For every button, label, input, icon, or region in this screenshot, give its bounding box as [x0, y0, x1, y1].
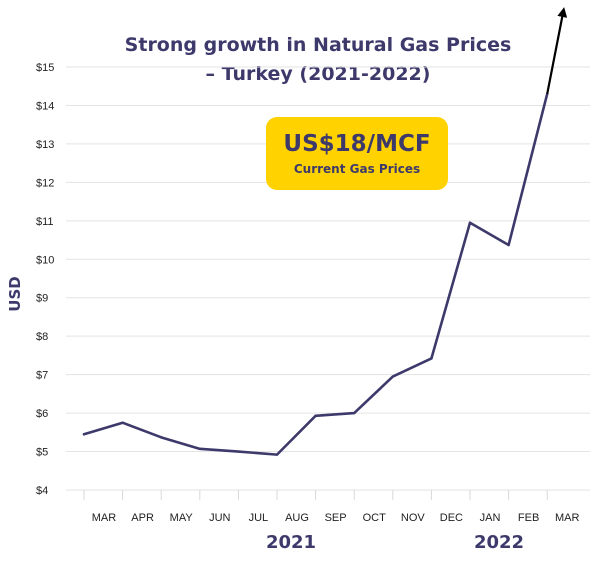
x-tick-label: MAY: [170, 512, 194, 524]
callout-price: US$18/MCF: [283, 131, 430, 157]
y-axis-label: USD: [6, 276, 24, 311]
data-point: [391, 375, 394, 378]
y-tick-label: $10: [36, 254, 54, 266]
data-point: [160, 436, 163, 439]
callout-subtitle: Current Gas Prices: [294, 162, 420, 176]
x-tick-label: DEC: [440, 512, 463, 524]
gridlines: [66, 66, 590, 500]
data-point: [507, 243, 510, 247]
y-tick-label: $14: [36, 100, 54, 112]
x-tick-label: MAR: [555, 512, 580, 524]
y-tick-label: $6: [36, 408, 48, 420]
data-point: [121, 421, 124, 424]
year-label-2022: 2022: [474, 532, 524, 553]
y-tick-label: $7: [36, 370, 48, 382]
data-point: [430, 357, 433, 360]
y-tick-label: $11: [36, 216, 54, 228]
x-tick-label: FEB: [518, 512, 539, 524]
x-tick-label: APR: [131, 512, 154, 524]
data-point: [468, 221, 472, 224]
y-tick-labels: $4 $5 $6 $7 $8 $9 $10 $11 $12 $13 $14 $15: [36, 62, 54, 497]
trend-continuation-arrow: [546, 7, 568, 95]
x-tick-label: AUG: [285, 512, 309, 524]
year-label-2021: 2021: [266, 532, 316, 553]
x-tick-label: OCT: [363, 512, 387, 524]
y-tick-label: $15: [36, 62, 54, 74]
chart-title-line-2: – Turkey (2021-2022): [206, 63, 431, 85]
y-tick-label: $9: [36, 293, 48, 305]
y-tick-label: $4: [36, 485, 48, 497]
y-tick-label: $8: [36, 331, 48, 343]
x-tick-label: JUN: [209, 512, 230, 524]
x-tick-label: NOV: [401, 512, 426, 524]
chart-title-line-1: Strong growth in Natural Gas Prices: [125, 34, 512, 56]
x-tick-label: MAR: [92, 512, 117, 524]
x-tick-label: JUL: [249, 512, 269, 524]
x-tick-label: SEP: [325, 512, 347, 524]
data-point: [353, 411, 356, 415]
y-tick-label: $13: [36, 139, 54, 151]
y-tick-label: $5: [36, 447, 48, 459]
y-tick-label: $12: [36, 177, 54, 189]
price-callout-box: US$18/MCF Current Gas Prices: [266, 117, 448, 190]
data-point: [275, 453, 279, 456]
x-tick-label: JAN: [480, 512, 501, 524]
x-tick-labels: MAR APR MAY JUN JUL AUG SEP OCT NOV DEC JAN FEB MAR: [92, 512, 580, 524]
data-point: [82, 433, 86, 436]
data-point: [198, 447, 201, 451]
data-point: [314, 414, 317, 417]
data-point: [237, 450, 240, 453]
